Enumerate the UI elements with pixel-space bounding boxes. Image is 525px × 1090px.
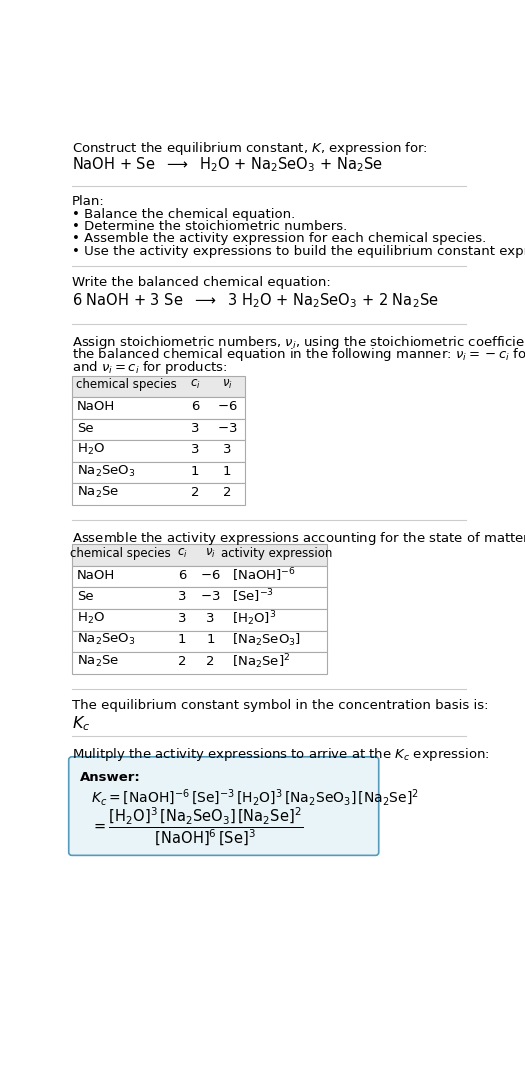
Text: $[\mathrm{Se}]^{-3}$: $[\mathrm{Se}]^{-3}$	[232, 588, 274, 605]
Text: The equilibrium constant symbol in the concentration basis is:: The equilibrium constant symbol in the c…	[72, 699, 488, 712]
Text: $K_c$: $K_c$	[72, 714, 90, 734]
Text: $K_c = [\mathrm{NaOH}]^{-6}\,[\mathrm{Se}]^{-3}\,[\mathrm{H_2O}]^3\,[\mathrm{Na_: $K_c = [\mathrm{NaOH}]^{-6}\,[\mathrm{Se…	[91, 788, 419, 808]
Text: 1: 1	[223, 464, 232, 477]
Text: chemical species: chemical species	[76, 378, 176, 391]
Text: 1: 1	[177, 633, 186, 646]
Text: 3: 3	[177, 590, 186, 603]
Text: $c_i$: $c_i$	[190, 378, 201, 391]
Text: 3: 3	[223, 443, 232, 456]
Text: • Assemble the activity expression for each chemical species.: • Assemble the activity expression for e…	[72, 232, 486, 245]
Text: $[\mathrm{H_2O}]^{3}$: $[\mathrm{H_2O}]^{3}$	[232, 609, 277, 628]
Text: • Determine the stoichiometric numbers.: • Determine the stoichiometric numbers.	[72, 220, 347, 233]
Text: Plan:: Plan:	[72, 195, 104, 208]
Text: Answer:: Answer:	[80, 771, 140, 784]
Text: 6: 6	[177, 569, 186, 582]
Text: $\nu_i$: $\nu_i$	[205, 547, 216, 560]
Text: • Balance the chemical equation.: • Balance the chemical equation.	[72, 208, 295, 221]
Text: Construct the equilibrium constant, $K$, expression for:: Construct the equilibrium constant, $K$,…	[72, 140, 428, 157]
Text: H$_2$O: H$_2$O	[77, 443, 106, 457]
Text: NaOH: NaOH	[77, 569, 116, 582]
Text: 6 NaOH + 3 Se  $\longrightarrow$  3 H$_2$O + Na$_2$SeO$_3$ + 2 Na$_2$Se: 6 NaOH + 3 Se $\longrightarrow$ 3 H$_2$O…	[72, 292, 438, 311]
Text: 2: 2	[223, 486, 232, 499]
FancyBboxPatch shape	[72, 462, 245, 484]
Text: 3: 3	[191, 422, 200, 435]
FancyBboxPatch shape	[72, 376, 245, 397]
Text: $= \dfrac{[\mathrm{H_2O}]^3\,[\mathrm{Na_2SeO_3}]\,[\mathrm{Na_2Se}]^2}{[\mathrm: $= \dfrac{[\mathrm{H_2O}]^3\,[\mathrm{Na…	[91, 807, 303, 848]
FancyBboxPatch shape	[72, 566, 327, 588]
Text: 1: 1	[191, 464, 200, 477]
FancyBboxPatch shape	[72, 397, 245, 419]
Text: 3: 3	[206, 611, 215, 625]
Text: Write the balanced chemical equation:: Write the balanced chemical equation:	[72, 277, 331, 289]
Text: $-6$: $-6$	[217, 400, 237, 413]
Text: H$_2$O: H$_2$O	[77, 610, 106, 626]
Text: $-6$: $-6$	[200, 569, 221, 582]
FancyBboxPatch shape	[72, 609, 327, 630]
Text: $c_i$: $c_i$	[176, 547, 187, 560]
FancyBboxPatch shape	[72, 652, 327, 674]
Text: $[\mathrm{Na_2SeO_3}]$: $[\mathrm{Na_2SeO_3}]$	[232, 632, 301, 647]
FancyBboxPatch shape	[72, 419, 245, 440]
Text: Na$_2$SeO$_3$: Na$_2$SeO$_3$	[77, 632, 136, 647]
Text: Se: Se	[77, 590, 94, 603]
FancyBboxPatch shape	[72, 544, 327, 566]
Text: 6: 6	[191, 400, 200, 413]
Text: NaOH + Se  $\longrightarrow$  H$_2$O + Na$_2$SeO$_3$ + Na$_2$Se: NaOH + Se $\longrightarrow$ H$_2$O + Na$…	[72, 156, 383, 174]
Text: 2: 2	[206, 655, 215, 668]
Text: 3: 3	[177, 611, 186, 625]
Text: and $\nu_i = c_i$ for products:: and $\nu_i = c_i$ for products:	[72, 359, 227, 376]
Text: 2: 2	[177, 655, 186, 668]
Text: Na$_2$Se: Na$_2$Se	[77, 654, 120, 669]
Text: $\nu_i$: $\nu_i$	[222, 378, 233, 391]
Text: 1: 1	[206, 633, 215, 646]
Text: Assign stoichiometric numbers, $\nu_i$, using the stoichiometric coefficients, $: Assign stoichiometric numbers, $\nu_i$, …	[72, 334, 525, 351]
Text: Na$_2$SeO$_3$: Na$_2$SeO$_3$	[77, 463, 136, 479]
Text: Assemble the activity expressions accounting for the state of matter and $\nu_i$: Assemble the activity expressions accoun…	[72, 531, 525, 547]
Text: the balanced chemical equation in the following manner: $\nu_i = -c_i$ for react: the balanced chemical equation in the fo…	[72, 347, 525, 363]
FancyBboxPatch shape	[72, 440, 245, 462]
Text: NaOH: NaOH	[77, 400, 116, 413]
Text: chemical species: chemical species	[70, 547, 171, 560]
Text: • Use the activity expressions to build the equilibrium constant expression.: • Use the activity expressions to build …	[72, 245, 525, 257]
FancyBboxPatch shape	[72, 588, 327, 609]
Text: $-3$: $-3$	[217, 422, 237, 435]
Text: Se: Se	[77, 422, 94, 435]
FancyBboxPatch shape	[69, 756, 379, 856]
Text: activity expression: activity expression	[220, 547, 332, 560]
Text: $-3$: $-3$	[201, 590, 221, 603]
Text: Mulitply the activity expressions to arrive at the $K_c$ expression:: Mulitply the activity expressions to arr…	[72, 746, 490, 763]
Text: $[\mathrm{Na_2Se}]^{2}$: $[\mathrm{Na_2Se}]^{2}$	[232, 652, 290, 670]
FancyBboxPatch shape	[72, 630, 327, 652]
FancyBboxPatch shape	[72, 484, 245, 505]
Text: 2: 2	[191, 486, 200, 499]
Text: 3: 3	[191, 443, 200, 456]
Text: Na$_2$Se: Na$_2$Se	[77, 485, 120, 500]
Text: $[\mathrm{NaOH}]^{-6}$: $[\mathrm{NaOH}]^{-6}$	[232, 567, 296, 584]
